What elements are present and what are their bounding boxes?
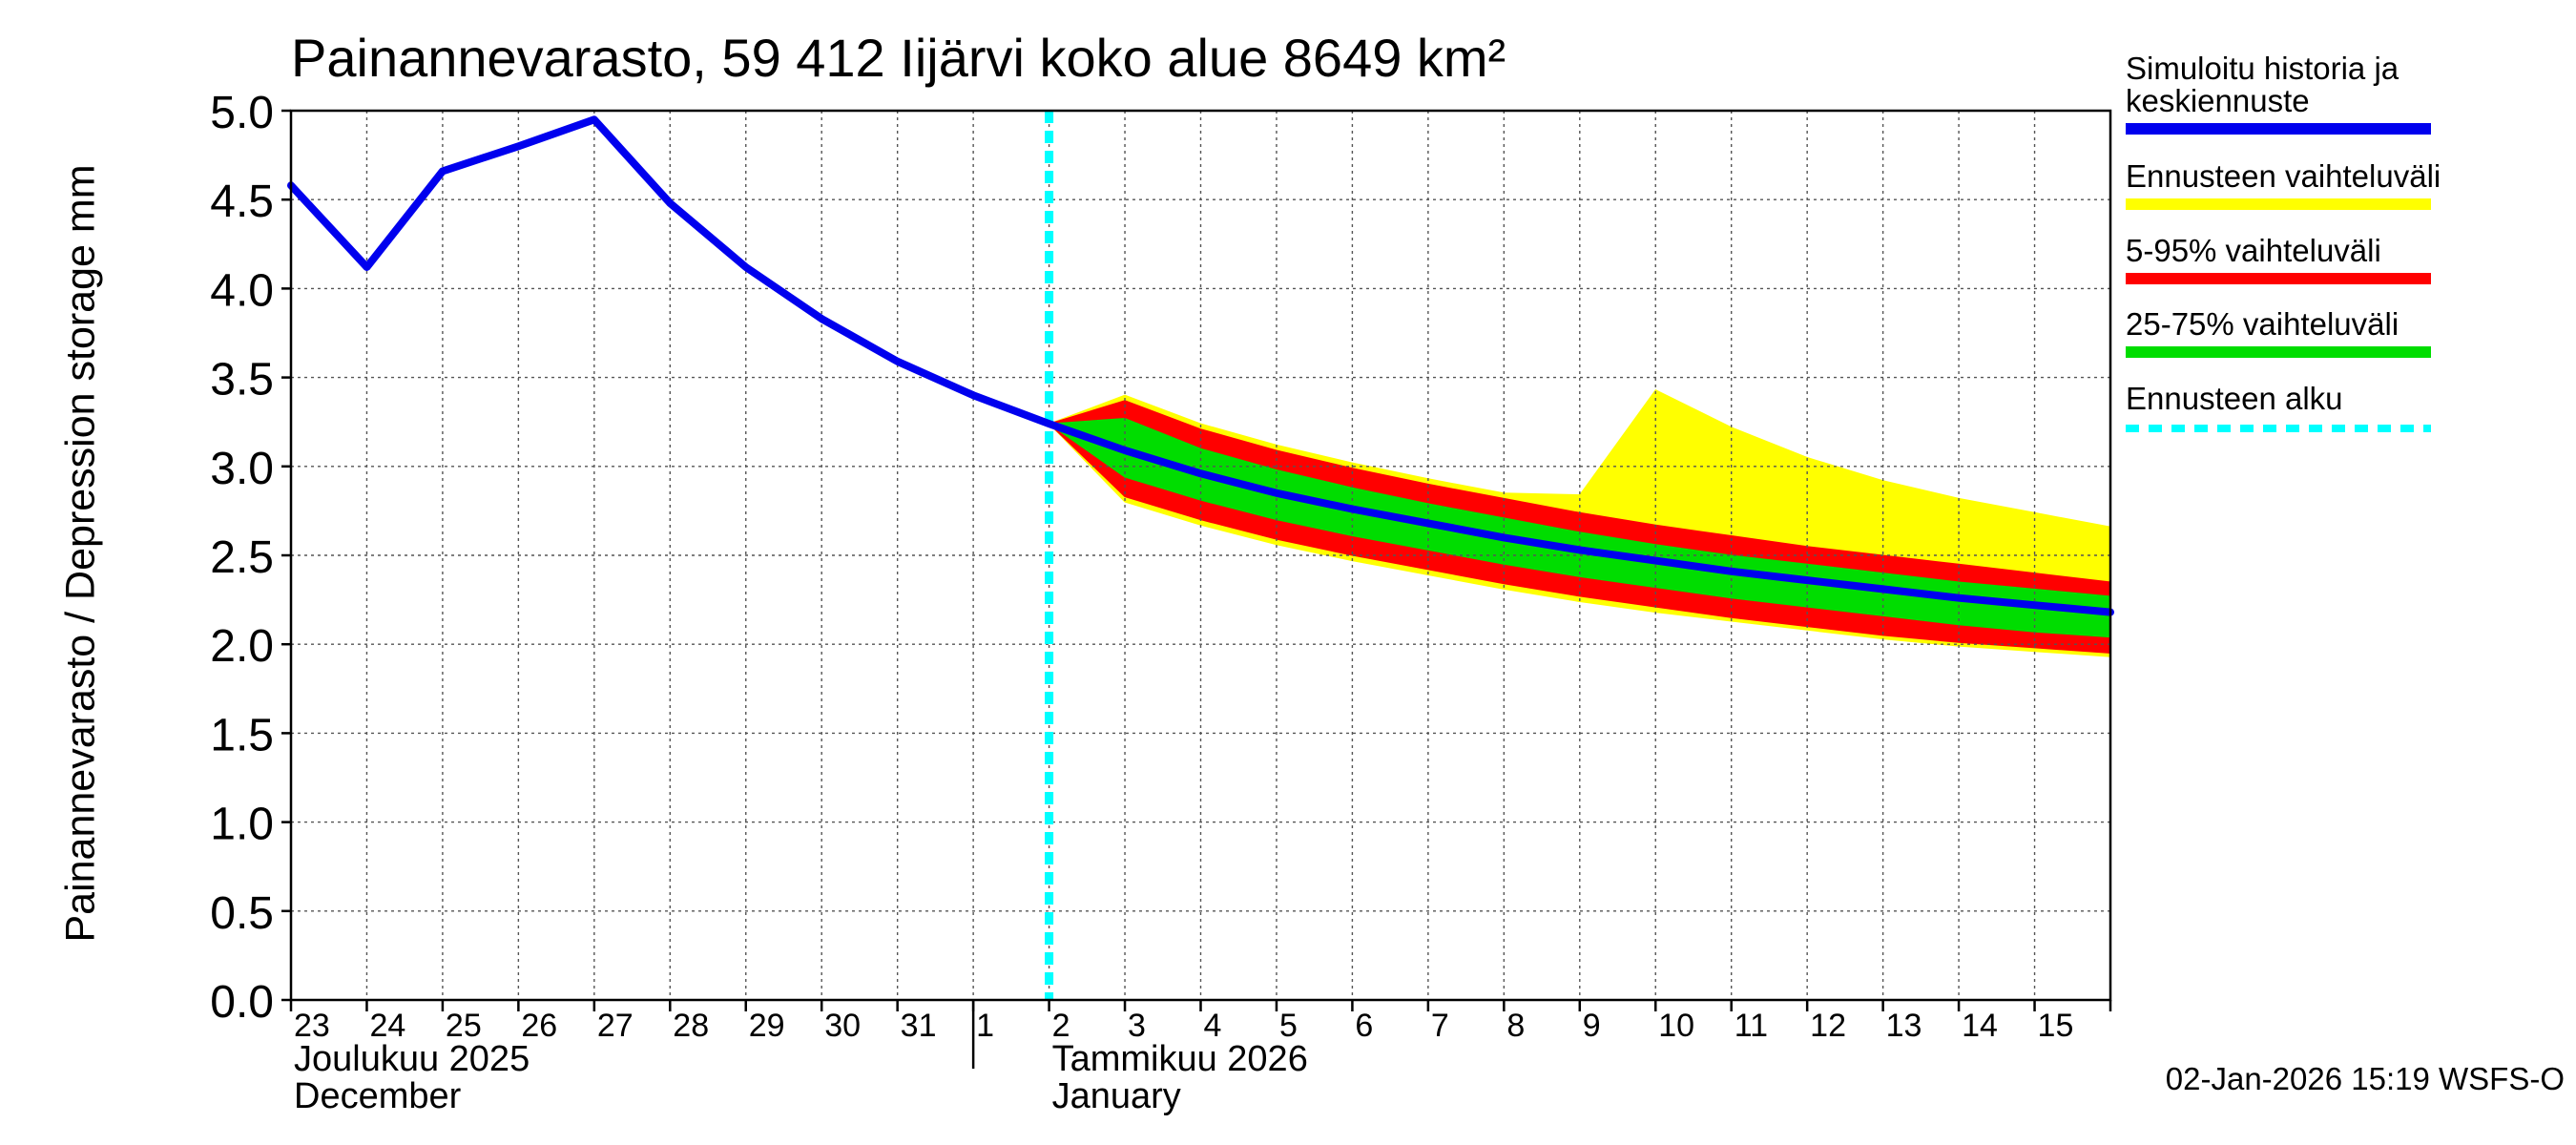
y-tick-label: 1.5 — [210, 710, 274, 760]
axes: 0.00.51.01.52.02.53.03.54.04.55.023 24 25 2… — [210, 88, 2112, 1116]
y-tick-label: 1.0 — [210, 800, 274, 850]
y-tick-label: 4.0 — [210, 265, 274, 316]
legend-item-p5-95: 5-95% vaihteluväli — [2126, 235, 2545, 284]
month-label-fi: Tammikuu 2026 — [1052, 1039, 1308, 1079]
legend-label-p5-95: 5-95% vaihteluväli — [2126, 233, 2381, 268]
x-tick-label: 9 — [1583, 1008, 1601, 1044]
forecast-bands — [1048, 388, 2111, 657]
y-tick-label: 2.0 — [210, 621, 274, 672]
x-tick-label: 7 — [1431, 1008, 1449, 1044]
x-tick-label: 4 — [1204, 1008, 1222, 1044]
x-tick-label: 6 — [1355, 1008, 1373, 1044]
x-tick-label: 15 — [2038, 1008, 2074, 1044]
legend-item-median: Simuloitu historia ja keskiennuste — [2126, 52, 2545, 135]
x-tick-label: 11 — [1735, 1008, 1768, 1044]
y-tick-label: 0.0 — [210, 977, 274, 1028]
legend-label-forecast-start: Ennusteen alku — [2126, 381, 2343, 416]
timestamp-footer: 02-Jan-2026 15:19 WSFS-O — [2165, 1061, 2565, 1096]
legend-swatch-p25-75 — [2126, 346, 2431, 358]
x-tick-label: 10 — [1658, 1008, 1694, 1044]
x-tick-label: 24 — [369, 1008, 405, 1044]
x-tick-label: 23 — [294, 1008, 330, 1044]
legend-label-p25-75: 25-75% vaihteluväli — [2126, 306, 2399, 342]
legend-label-median: Simuloitu historia ja keskiennuste — [2126, 51, 2399, 118]
legend-swatch-full-range — [2126, 198, 2431, 210]
month-label-fi: Joulukuu 2025 — [294, 1039, 530, 1079]
x-tick-label: 1 — [976, 1008, 994, 1044]
y-tick-label: 3.5 — [210, 355, 274, 406]
x-tick-label: 12 — [1810, 1008, 1846, 1044]
month-label-en: December — [294, 1076, 462, 1116]
x-tick-label: 26 — [521, 1008, 557, 1044]
legend-label-full-range: Ennusteen vaihteluväli — [2126, 158, 2441, 194]
x-tick-label: 14 — [1962, 1008, 1998, 1044]
y-tick-label: 0.5 — [210, 888, 274, 939]
legend-swatch-p5-95 — [2126, 273, 2431, 284]
chart-title: Painannevarasto, 59 412 Iijärvi koko alu… — [291, 28, 1506, 88]
x-tick-label: 28 — [673, 1008, 709, 1044]
y-tick-label: 5.0 — [210, 88, 274, 138]
x-tick-label: 8 — [1506, 1008, 1525, 1044]
y-tick-label: 2.5 — [210, 532, 274, 583]
x-tick-label: 29 — [749, 1008, 785, 1044]
y-tick-label: 3.0 — [210, 444, 274, 494]
x-tick-label: 31 — [901, 1008, 937, 1044]
y-tick-label: 4.5 — [210, 177, 274, 227]
legend-item-full-range: Ennusteen vaihteluväli — [2126, 160, 2545, 210]
legend-item-forecast-start: Ennusteen alku — [2126, 383, 2545, 432]
month-label-en: January — [1052, 1076, 1181, 1116]
series-lines — [287, 111, 2114, 1000]
x-tick-label: 25 — [446, 1008, 482, 1044]
x-tick-label: 27 — [597, 1008, 634, 1044]
legend-item-p25-75: 25-75% vaihteluväli — [2126, 308, 2545, 358]
x-tick-label: 5 — [1279, 1008, 1298, 1044]
legend-swatch-median — [2126, 123, 2431, 135]
series-line-median — [287, 115, 2114, 616]
y-axis-label: Painannevarasto / Depression storage mm — [57, 164, 104, 943]
x-tick-label: 13 — [1886, 1008, 1922, 1044]
x-tick-label: 2 — [1052, 1008, 1070, 1044]
legend-swatch-forecast-start — [2126, 425, 2431, 432]
x-tick-label: 30 — [824, 1008, 861, 1044]
x-tick-label: 3 — [1128, 1008, 1146, 1044]
